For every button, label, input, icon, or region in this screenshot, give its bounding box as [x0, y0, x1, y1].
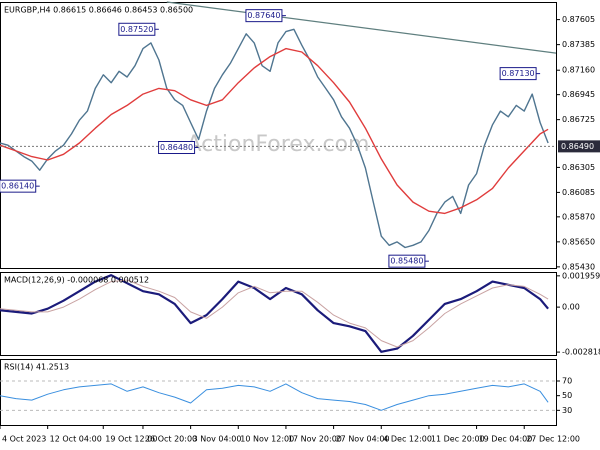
- x-tick-label: 17 Nov 20:00: [288, 435, 342, 444]
- x-tick-label: 3 Nov 04:00: [193, 435, 242, 444]
- y-tick-label: 0.86725: [562, 115, 595, 124]
- y-tick-label: 0.86305: [562, 163, 595, 172]
- annotation-box: [245, 9, 283, 23]
- annotation-box: [118, 22, 156, 36]
- annotation-box: [0, 179, 37, 193]
- y-tick-label: 0.87160: [562, 66, 595, 75]
- y-tick-label: 50: [562, 391, 572, 400]
- annotation-label: 0.87130: [502, 69, 535, 78]
- y-tick-label: 0.87385: [562, 40, 595, 49]
- x-tick-label: 10 Nov 12:00: [240, 435, 294, 444]
- y-tick-label: 0.85870: [562, 212, 595, 221]
- last-price-label: 0.86490: [561, 142, 594, 151]
- annotation-label: 0.86140: [1, 182, 34, 191]
- panel-frame: [0, 2, 557, 269]
- y-tick-label: 0.86085: [562, 188, 595, 197]
- y-tick-label: 0.00: [562, 303, 580, 312]
- x-tick-label: 26 Oct 20:00: [145, 435, 197, 444]
- x-tick-label: 12 Oct 04:00: [50, 435, 102, 444]
- annotation-box: [388, 254, 426, 268]
- last-price-box: [558, 140, 600, 153]
- x-tick-label: 11 Dec 20:00: [431, 435, 485, 444]
- y-tick-label: 0.85650: [562, 237, 595, 246]
- x-tick-label: 27 Nov 04:00: [336, 435, 390, 444]
- panel-title: EURGBP,H4 0.86615 0.86646 0.86453 0.8650…: [4, 6, 193, 15]
- annotation-label: 0.87520: [120, 25, 153, 34]
- y-tick-label: 0.86945: [562, 90, 595, 99]
- y-tick-label: 0.001959: [562, 271, 600, 280]
- panel-title: RSI(14) 41.2513: [4, 363, 69, 372]
- annotation-box: [499, 67, 537, 81]
- x-tick-label: 19 Dec 04:00: [479, 435, 533, 444]
- panel-title: MACD(12,26,9) -0.000068 0.000512: [4, 276, 149, 285]
- panel-frame: [0, 359, 557, 426]
- annotation-label: 0.87640: [247, 11, 280, 20]
- x-tick-label: 4 Oct 2023: [2, 435, 46, 444]
- series-line: [0, 274, 549, 353]
- panel-frame: [0, 272, 557, 356]
- x-tick-label: 4 Dec 12:00: [383, 435, 432, 444]
- x-tick-label: 19 Oct 12:00: [105, 435, 157, 444]
- annotation-label: 0.86480: [160, 143, 193, 152]
- series-line: [0, 383, 549, 411]
- trendline: [166, 1, 557, 54]
- y-tick-label: 70: [562, 377, 572, 386]
- y-tick-label: 0.85430: [562, 262, 595, 271]
- series-line: [0, 47, 549, 215]
- x-tick-label: 27 Dec 12:00: [526, 435, 580, 444]
- series-line: [0, 28, 549, 249]
- y-tick-label: 0.87605: [562, 15, 595, 24]
- annotation-label: 0.85480: [390, 257, 423, 266]
- y-tick-label: 30: [562, 406, 572, 415]
- series-line: [0, 279, 549, 348]
- y-tick-label: -0.002818: [562, 348, 600, 357]
- watermark: ActionForex.com: [187, 132, 370, 157]
- annotation-box: [158, 141, 196, 155]
